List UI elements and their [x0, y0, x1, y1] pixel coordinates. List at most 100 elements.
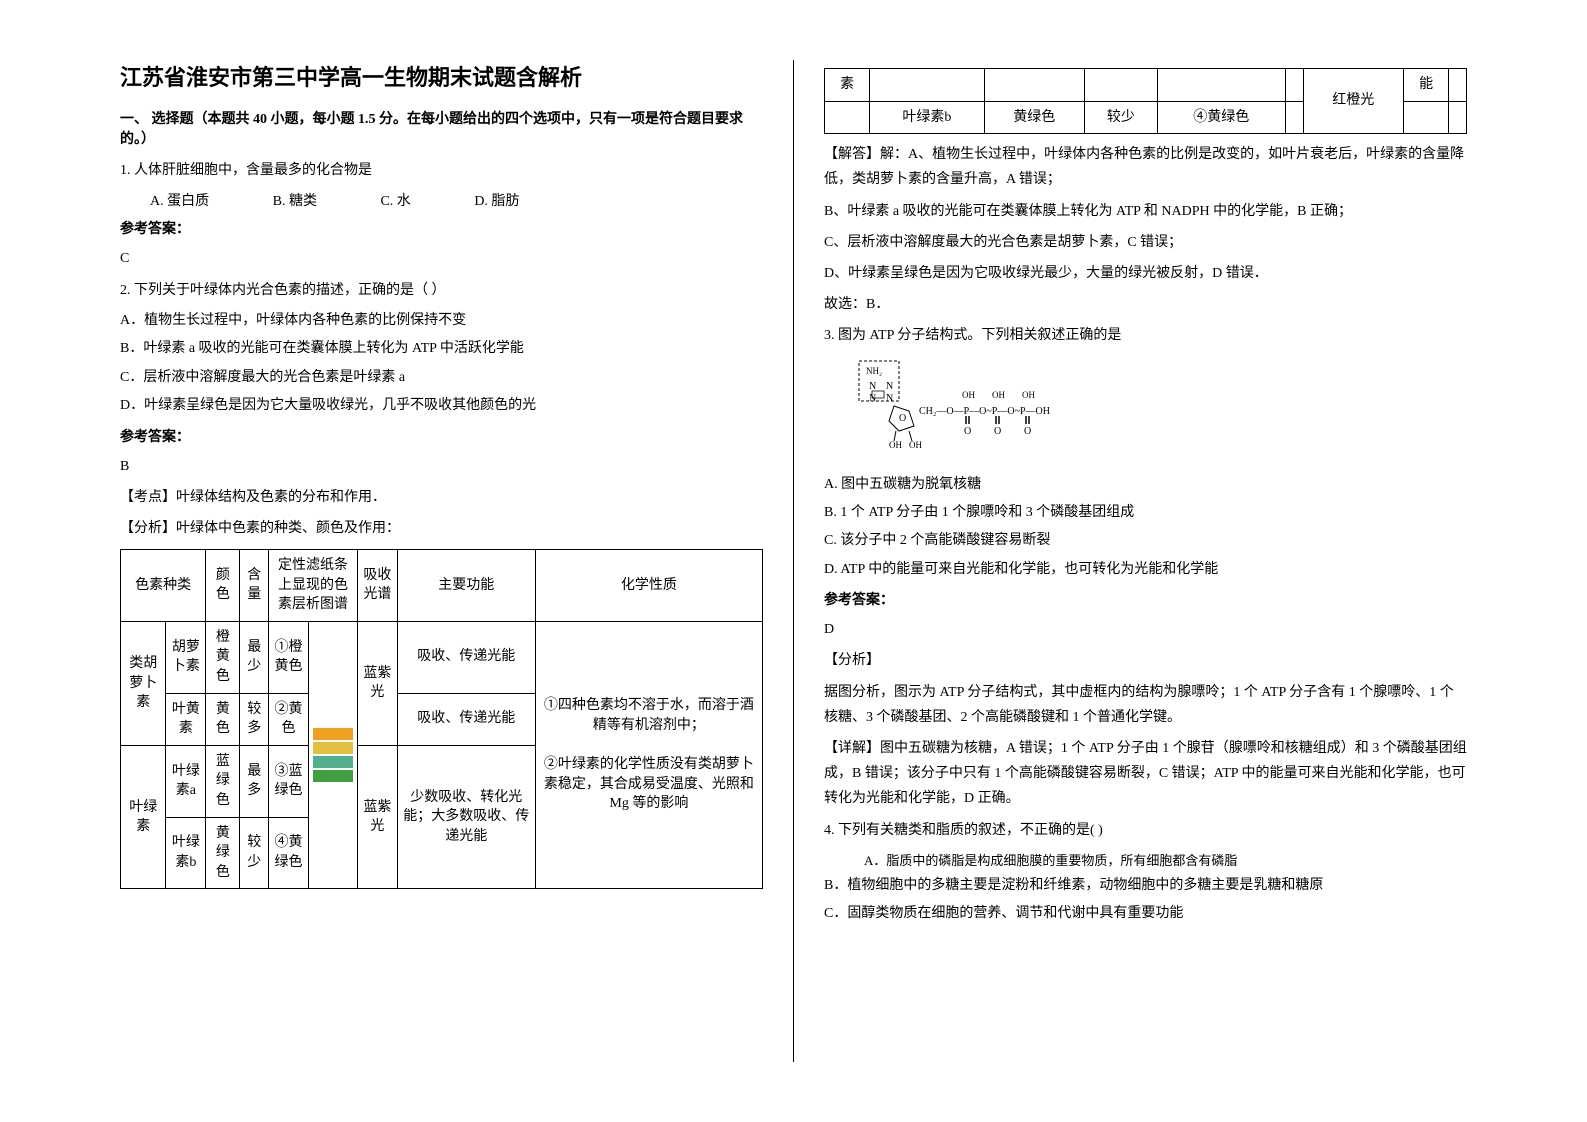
column-divider	[793, 60, 794, 1062]
cell-chla: 叶绿素a	[166, 745, 206, 817]
q3-answer-label: 参考答案：	[824, 589, 1467, 609]
cell-cont-fn: 能	[1403, 69, 1448, 102]
cell-cont-spec: 红橙光	[1303, 69, 1403, 134]
cell-r2e: ②黄色	[269, 693, 309, 745]
cell-chlorophyll: 叶绿素	[121, 745, 166, 889]
q1-opt-d: D. 脂肪	[474, 194, 519, 209]
q2-answer-label: 参考答案：	[120, 426, 763, 446]
band-chla	[313, 756, 353, 768]
pigment-table-cont: 素 红橙光 能 叶绿素b 黄绿色 较少 ④黄绿色	[824, 68, 1467, 134]
svg-text:O: O	[964, 426, 971, 437]
q2-opt-d: D．叶绿素呈绿色是因为它大量吸收绿光，几乎不吸收其他颜色的光	[120, 395, 763, 417]
cell-chem: ①四种色素均不溶于水，而溶于酒精等有机溶剂中； ②叶绿素的化学性质没有类胡萝卜素…	[535, 621, 762, 889]
cell-r4c: 黄绿色	[206, 817, 240, 889]
svg-text:N: N	[869, 393, 876, 404]
q3-opt-b: B. 1 个 ATP 分子由 1 个腺嘌呤和 3 个磷酸基团组成	[824, 502, 1467, 524]
q1-opt-a: A. 蛋白质	[150, 194, 209, 209]
atp-structure-diagram: NH₂ N N N N O OH OH CH₂—O—P—O~P—O~P—OH O…	[854, 356, 1074, 466]
th-amount: 含量	[240, 550, 269, 622]
band-xantho	[313, 742, 353, 754]
q2-opt-c: C．层析液中溶解度最大的光合色素是叶绿素 a	[120, 367, 763, 389]
cell-bands	[308, 621, 357, 889]
q3-opt-d: D. ATP 中的能量可来自光能和化学能，也可转化为光能和化学能	[824, 559, 1467, 581]
th-function: 主要功能	[397, 550, 535, 622]
svg-text:NH₂: NH₂	[866, 366, 882, 376]
q2-expl2: 【分析】叶绿体中色素的种类、颜色及作用：	[120, 516, 763, 541]
cell-r1g: 蓝紫光	[357, 621, 397, 745]
cell-r3e: ③蓝绿色	[269, 745, 309, 817]
cell-xantho: 叶黄素	[166, 693, 206, 745]
cell-cont-1: 素	[825, 69, 870, 102]
cell-r1c: 橙黄色	[206, 621, 240, 693]
cell-r4e: ④黄绿色	[269, 817, 309, 889]
svg-text:N: N	[886, 381, 893, 392]
q3-answer: D	[824, 617, 1467, 642]
q3-expl1: 【分析】	[824, 648, 1467, 673]
svg-text:OH: OH	[962, 390, 975, 400]
svg-text:N: N	[869, 381, 876, 392]
cell-carotene: 胡萝卜素	[166, 621, 206, 693]
q1-answer: C	[120, 246, 763, 271]
cell-r4d: 较少	[240, 817, 269, 889]
cell-r1d: 最少	[240, 621, 269, 693]
q2-expl1: 【考点】叶绿体结构及色素的分布和作用．	[120, 485, 763, 510]
q2r-expl1: 【解答】解：A、植物生长过程中，叶绿体内各种色素的比例是改变的，如叶片衰老后，叶…	[824, 142, 1467, 192]
q4-opt-b: B．植物细胞中的多糖主要是淀粉和纤维素，动物细胞中的多糖主要是乳糖和糖原	[824, 875, 1467, 897]
cell-r3c: 蓝绿色	[206, 745, 240, 817]
q1-stem: 1. 人体肝脏细胞中，含量最多的化合物是	[120, 160, 763, 182]
q2r-expl2: B、叶绿素 a 吸收的光能可在类囊体膜上转化为 ATP 和 NADPH 中的化学…	[824, 199, 1467, 224]
q3-expl3: 【详解】图中五碳糖为核糖，A 错误；1 个 ATP 分子由 1 个腺苷（腺嘌呤和…	[824, 736, 1467, 812]
th-spectrum: 吸收光谱	[357, 550, 397, 622]
th-type: 色素种类	[121, 550, 206, 622]
svg-text:OH: OH	[889, 440, 902, 450]
q2-stem: 2. 下列关于叶绿体内光合色素的描述，正确的是（ ）	[120, 280, 763, 302]
q2r-expl5: 故选：B．	[824, 292, 1467, 317]
right-column: 素 红橙光 能 叶绿素b 黄绿色 较少 ④黄绿色 【解答】解：A、植物生长过程中…	[804, 60, 1487, 1062]
q1-options: A. 蛋白质 B. 糖类 C. 水 D. 脂肪	[120, 190, 763, 210]
q3-opt-c: C. 该分子中 2 个高能磷酸键容易断裂	[824, 530, 1467, 552]
pigment-table: 色素种类 颜色 含量 定性滤纸条 上显现的色 素层析图谱 吸收光谱 主要功能 化…	[120, 549, 763, 889]
cell-r2h: 吸收、传递光能	[397, 693, 535, 745]
cell-r2d: 较多	[240, 693, 269, 745]
cell-r3h: 少数吸收、转化光能；大多数吸收、传递光能	[397, 745, 535, 889]
cell-r2c: 黄色	[206, 693, 240, 745]
band-carotene	[313, 728, 353, 740]
q2-opt-b: B．叶绿素 a 吸收的光能可在类囊体膜上转化为 ATP 中活跃化学能	[120, 338, 763, 360]
cell-r1h: 吸收、传递光能	[397, 621, 535, 693]
left-column: 江苏省淮安市第三中学高一生物期末试题含解析 一、 选择题（本题共 40 小题，每…	[100, 60, 783, 1062]
q2-answer: B	[120, 454, 763, 479]
q4-stem: 4. 下列有关糖类和脂质的叙述，不正确的是( )	[824, 820, 1467, 842]
q3-expl2: 据图分析，图示为 ATP 分子结构式，其中虚框内的结构为腺嘌呤；1 个 ATP …	[824, 680, 1467, 730]
svg-text:O: O	[1024, 426, 1031, 437]
svg-text:CH₂—O—P—O~P—O~P—OH: CH₂—O—P—O~P—O~P—OH	[919, 406, 1050, 417]
th-color: 颜色	[206, 550, 240, 622]
cell-cont-e: ④黄绿色	[1157, 101, 1285, 134]
q3-stem: 3. 图为 ATP 分子结构式。下列相关叙述正确的是	[824, 325, 1467, 347]
svg-text:O: O	[899, 413, 906, 424]
q2r-expl3: C、层析液中溶解度最大的光合色素是胡萝卜素，C 错误；	[824, 230, 1467, 255]
q2r-expl4: D、叶绿素呈绿色是因为它吸收绿光最少，大量的绿光被反射，D 错误．	[824, 261, 1467, 286]
q2-opt-a: A．植物生长过程中，叶绿体内各种色素的比例保持不变	[120, 310, 763, 332]
th-chem: 化学性质	[535, 550, 762, 622]
q1-answer-label: 参考答案：	[120, 218, 763, 238]
page-title: 江苏省淮安市第三中学高一生物期末试题含解析	[120, 60, 763, 92]
svg-text:OH: OH	[909, 440, 922, 450]
svg-text:O: O	[994, 426, 1001, 437]
q4-opt-c: C．固醇类物质在细胞的营养、调节和代谢中具有重要功能	[824, 903, 1467, 925]
cell-carotenoid: 类胡萝卜素	[121, 621, 166, 745]
svg-text:OH: OH	[1022, 390, 1035, 400]
band-chlb	[313, 770, 353, 782]
cell-r3g: 蓝紫光	[357, 745, 397, 889]
cell-cont-c: 黄绿色	[984, 101, 1084, 134]
q1-opt-c: C. 水	[380, 194, 410, 209]
q1-opt-b: B. 糖类	[273, 194, 317, 209]
q3-opt-a: A. 图中五碳糖为脱氧核糖	[824, 474, 1467, 496]
cell-cont-chlb: 叶绿素b	[870, 101, 984, 134]
cell-cont-d: 较少	[1084, 101, 1157, 134]
th-chrom: 定性滤纸条 上显现的色 素层析图谱	[269, 550, 358, 622]
svg-text:OH: OH	[992, 390, 1005, 400]
cell-chlb: 叶绿素b	[166, 817, 206, 889]
cell-r1e: ①橙黄色	[269, 621, 309, 693]
section-header: 一、 选择题（本题共 40 小题，每小题 1.5 分。在每小题给出的四个选项中，…	[120, 108, 763, 148]
cell-r3d: 最多	[240, 745, 269, 817]
